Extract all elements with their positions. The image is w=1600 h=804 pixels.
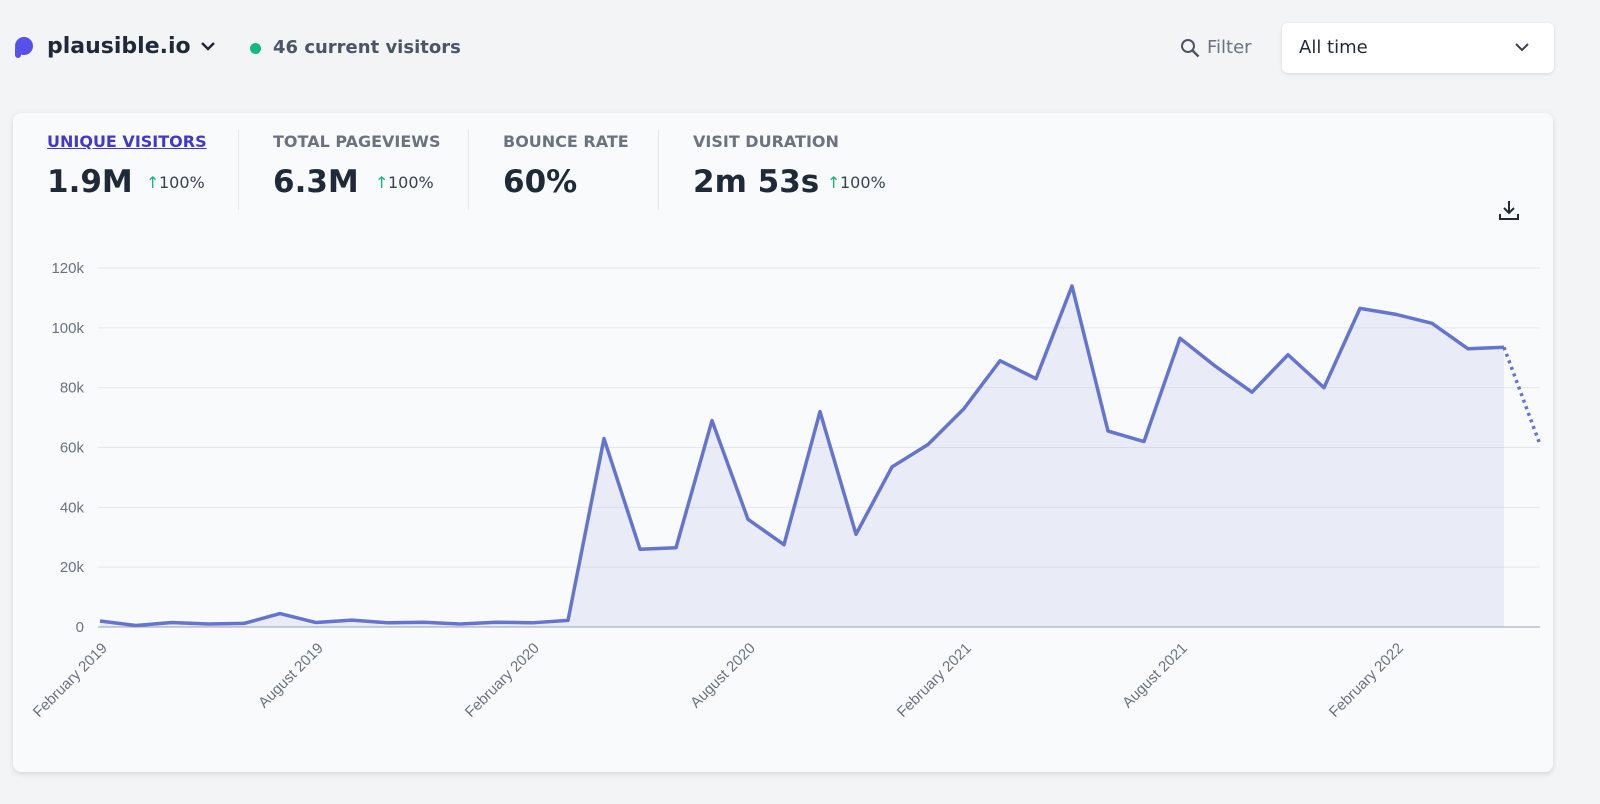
metric-change-arrow: ↑	[146, 173, 160, 192]
y-tick-label: 80k	[60, 380, 85, 397]
line-incomplete	[1502, 346, 1542, 446]
y-tick-label: 0	[76, 619, 84, 636]
x-tick-label: August 2021	[1119, 640, 1191, 712]
y-tick-label: 20k	[60, 559, 85, 576]
y-tick-label: 120k	[51, 260, 84, 277]
metric-value: 1.9M	[47, 164, 133, 200]
period-picker[interactable]: All time	[1282, 23, 1554, 73]
current-visitors[interactable]: 46 current visitors	[273, 37, 461, 58]
x-tick-label: August 2019	[255, 640, 327, 712]
divider	[468, 130, 469, 210]
metric-label[interactable]: BOUNCE RATE	[503, 132, 629, 151]
x-tick-label: February 2022	[1326, 640, 1407, 721]
period-arrow	[1515, 43, 1529, 52]
x-tick-label: February 2019	[30, 640, 111, 721]
stats-card	[13, 113, 1553, 772]
x-tick-label: August 2020	[687, 640, 759, 712]
metric-change: 100%	[388, 173, 434, 192]
metric-label[interactable]: TOTAL PAGEVIEWS	[273, 132, 441, 151]
x-tick-label: February 2021	[894, 640, 975, 721]
metric-value: 2m 53s	[693, 164, 820, 200]
metric-label[interactable]: UNIQUE VISITORS	[47, 132, 207, 151]
site-name[interactable]: plausible.io	[47, 34, 191, 59]
period-label: All time	[1299, 37, 1368, 58]
divider	[658, 130, 659, 210]
y-tick-label: 60k	[60, 440, 85, 457]
download-button[interactable]	[1497, 199, 1521, 221]
metric-value: 6.3M	[273, 164, 359, 200]
divider	[238, 130, 239, 210]
metric-value: 60%	[503, 164, 578, 200]
metric-label[interactable]: VISIT DURATION	[693, 132, 839, 151]
filter-button[interactable]: Filter	[1207, 37, 1252, 58]
live-dot	[250, 43, 261, 54]
search-icon	[1181, 39, 1200, 58]
line-area	[100, 285, 1504, 627]
logo	[15, 37, 33, 58]
site-dropdown[interactable]	[200, 40, 216, 54]
x-tick-label: February 2020	[462, 640, 543, 721]
metric-change-arrow: ↑	[375, 173, 389, 192]
metric-change: 100%	[840, 173, 886, 192]
metric-change: 100%	[159, 173, 205, 192]
y-tick-label: 40k	[60, 499, 85, 516]
metric-change-arrow: ↑	[827, 173, 841, 192]
y-tick-label: 100k	[51, 320, 84, 337]
line	[99, 284, 1505, 628]
